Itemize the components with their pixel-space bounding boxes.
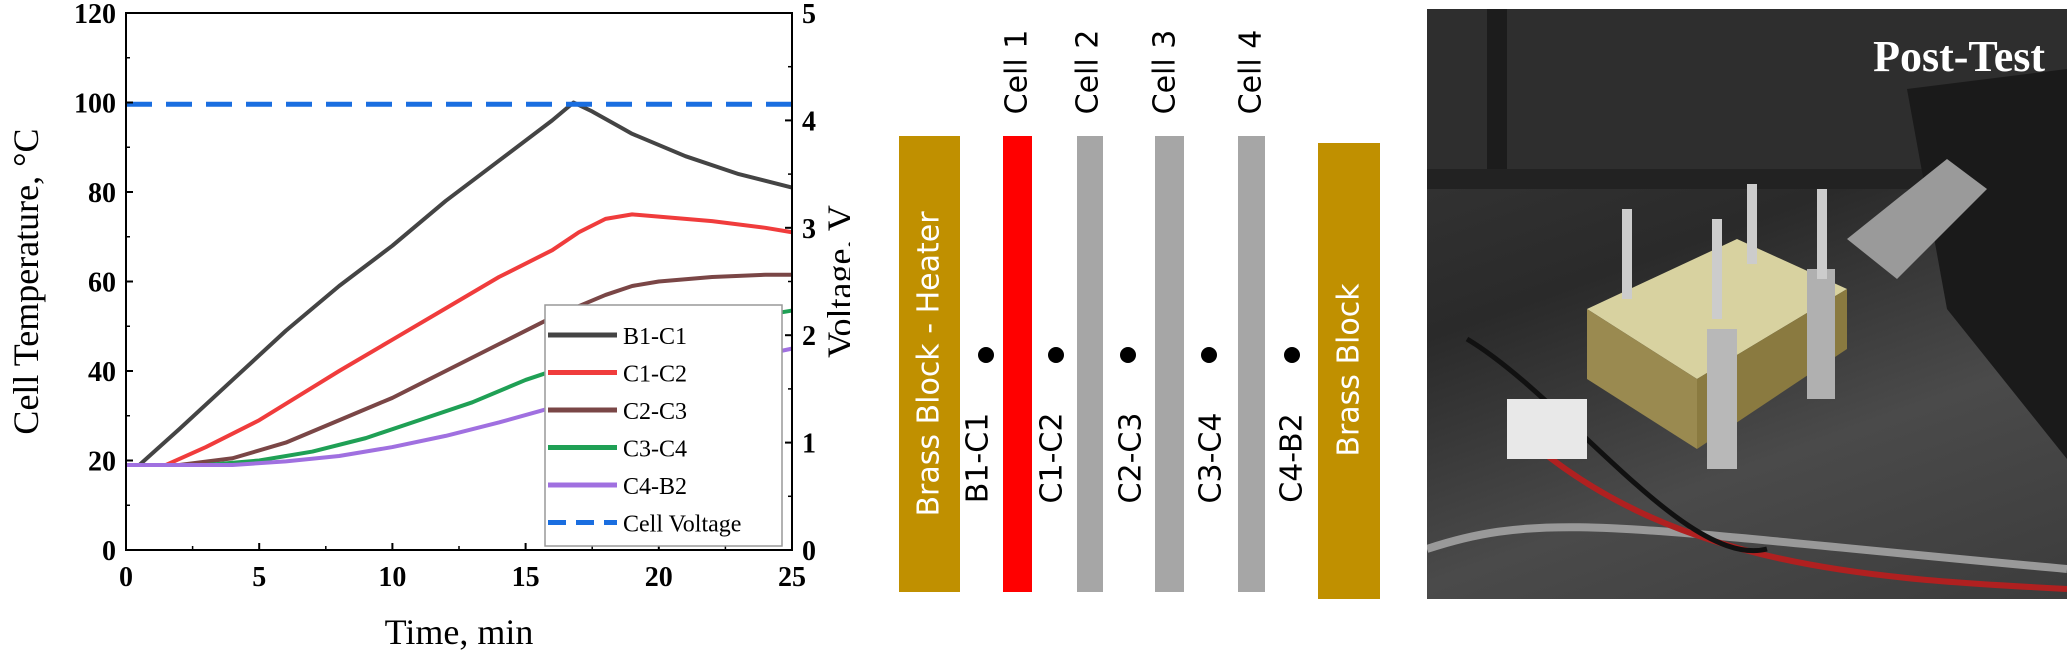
y2-tick-label: 2 [802, 321, 816, 352]
legend-label: C1-C2 [623, 362, 687, 388]
post-test-photo: Post-Test [1427, 9, 2067, 599]
legend-label: Cell Voltage [623, 512, 741, 538]
junction-label-c1-c2: C1-C2 [1034, 412, 1070, 504]
y-tick-label: 40 [88, 357, 116, 388]
x-tick-label: 10 [378, 562, 406, 593]
legend-label: B1-C1 [623, 324, 687, 350]
x-axis-label: Time, min [385, 612, 534, 652]
legend-label: C4-B2 [623, 474, 687, 500]
thermocouple-dot [1284, 347, 1300, 363]
photo-title: Post-Test [1873, 32, 2045, 81]
cell-3-bar [1155, 136, 1184, 592]
thermocouple-dot [1048, 347, 1064, 363]
brass-block [1318, 143, 1380, 599]
legend-label: C3-C4 [623, 437, 687, 463]
series-line-b1-c1 [126, 100, 793, 467]
series-line-c2-c3 [126, 272, 792, 467]
brass-block-label: Brass Block [1331, 283, 1367, 457]
brass-block-heater [899, 136, 960, 592]
junction-label-c2-c3: C2-C3 [1113, 412, 1149, 504]
y2-tick-label: 4 [802, 106, 816, 137]
thermocouple-dot [1201, 347, 1217, 363]
thermocouple-dot [978, 347, 994, 363]
x-tick-label: 0 [119, 562, 133, 593]
y-tick-label: 100 [74, 89, 116, 120]
x-tick-label: 5 [252, 562, 266, 593]
y-tick-label: 0 [102, 536, 116, 567]
cell-1-label: Cell 1 [999, 29, 1035, 115]
x-tick-label: 20 [645, 562, 673, 593]
y2-tick-label: 0 [802, 536, 816, 567]
junction-label-c4-b2: C4-B2 [1274, 413, 1310, 503]
cell-4-label: Cell 4 [1233, 29, 1269, 115]
cell-3-label: Cell 3 [1147, 29, 1183, 115]
photo-illustration [1427, 9, 2067, 592]
y2-tick-label: 3 [802, 214, 816, 245]
x-tick-label: 15 [512, 562, 540, 593]
y-axis-label: Cell Temperature, °C [6, 128, 46, 434]
y-tick-label: 120 [74, 0, 116, 30]
legend-label: C2-C3 [623, 399, 687, 425]
x-tick-label: 25 [778, 562, 806, 593]
brass-block-heater-label: Brass Block - Heater [911, 211, 947, 517]
cell-2-label: Cell 2 [1070, 29, 1106, 115]
cell-1-bar [1003, 136, 1032, 592]
y-tick-label: 20 [88, 447, 116, 478]
y2-tick-label: 1 [802, 429, 816, 460]
series-line-c1-c2 [126, 212, 793, 467]
cell-2-bar [1077, 136, 1103, 592]
junction-label-b1-c1: B1-C1 [960, 412, 996, 504]
legend-box [544, 304, 783, 547]
y-tick-label: 60 [88, 268, 116, 299]
cell-4-bar [1238, 136, 1265, 592]
junction-label-c3-c4: C3-C4 [1193, 412, 1229, 504]
thermocouple-dot [1120, 347, 1136, 363]
y2-axis-label: Voltage, V [820, 205, 850, 358]
y-tick-label: 80 [88, 178, 116, 209]
y2-tick-label: 5 [802, 0, 816, 30]
